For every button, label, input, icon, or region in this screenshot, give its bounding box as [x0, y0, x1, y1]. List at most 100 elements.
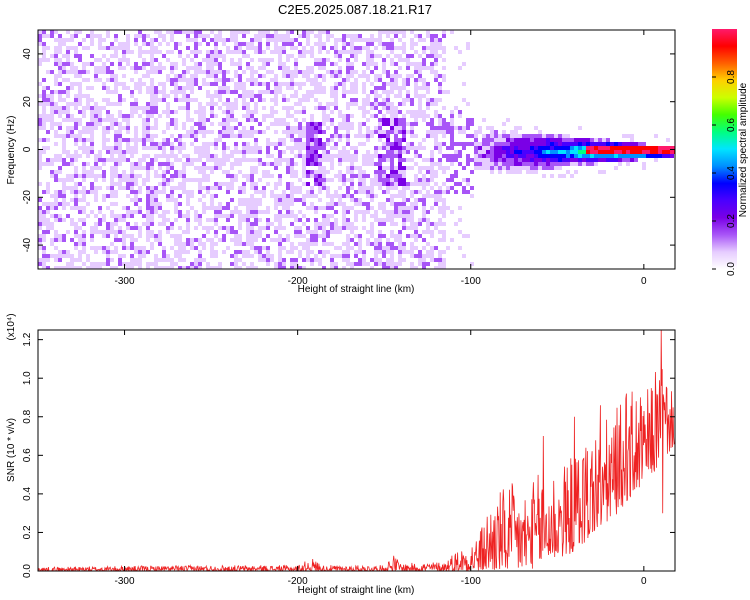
heatmap-cell [50, 214, 54, 218]
heatmap-cell [382, 222, 386, 226]
heatmap-cell [102, 230, 106, 234]
heatmap-cell [406, 226, 410, 230]
heatmap-cell [86, 78, 90, 82]
heatmap-cell [310, 54, 314, 58]
heatmap-cell [254, 230, 258, 234]
heatmap-cell [202, 118, 206, 122]
heatmap-cell [222, 70, 226, 74]
heatmap-cell [98, 66, 102, 70]
heatmap-cell [118, 146, 122, 150]
heatmap-cell [286, 194, 290, 198]
heatmap-cell [358, 198, 362, 202]
heatmap-cell [150, 94, 154, 98]
heatmap-cell [342, 38, 346, 42]
heatmap-cell [250, 266, 254, 269]
heatmap-cell [138, 34, 142, 38]
heatmap-cell [326, 94, 330, 98]
heatmap-cell [206, 46, 210, 50]
heatmap-cell [134, 250, 138, 254]
heatmap-cell [486, 126, 490, 130]
heatmap-cell [158, 222, 162, 226]
heatmap-cell [310, 110, 314, 114]
heatmap-cell [66, 54, 70, 58]
heatmap-cell [102, 262, 106, 266]
heatmap-cell [278, 242, 282, 246]
heatmap-cell [458, 246, 462, 250]
heatmap-cell [194, 190, 198, 194]
heatmap-cell [390, 162, 394, 166]
heatmap-cell [558, 146, 562, 150]
heatmap-cell [286, 86, 290, 90]
heatmap-cell [150, 222, 154, 226]
heatmap-cell [242, 182, 246, 186]
heatmap-cell [306, 74, 310, 78]
y-tick-label: 0.6 [22, 448, 33, 462]
heatmap-cell [202, 238, 206, 242]
heatmap-cell [286, 258, 290, 262]
heatmap-cell [546, 166, 550, 170]
heatmap-cell [414, 154, 418, 158]
heatmap-cell [330, 242, 334, 246]
heatmap-cell [378, 94, 382, 98]
heatmap-cell [362, 50, 366, 54]
heatmap-cell [62, 202, 66, 206]
heatmap-cell [442, 38, 446, 42]
heatmap-cell [490, 158, 494, 162]
heatmap-cell [346, 170, 350, 174]
heatmap-cell [302, 170, 306, 174]
heatmap-cell [358, 190, 362, 194]
heatmap-cell [442, 198, 446, 202]
heatmap-cell [234, 146, 238, 150]
heatmap-cell [642, 142, 646, 146]
heatmap-cell [334, 98, 338, 102]
heatmap-cell [42, 254, 46, 258]
heatmap-cell [46, 34, 50, 38]
heatmap-cell [314, 242, 318, 246]
heatmap-cell [238, 106, 242, 110]
heatmap-cell [310, 198, 314, 202]
heatmap-cell [386, 66, 390, 70]
heatmap-cell [398, 250, 402, 254]
heatmap-cell [254, 106, 258, 110]
heatmap-cell [286, 234, 290, 238]
heatmap-cell [290, 186, 294, 190]
heatmap-cell [142, 82, 146, 86]
heatmap-cell [394, 54, 398, 58]
heatmap-cell [458, 126, 462, 130]
heatmap-cell [350, 198, 354, 202]
heatmap-cell [278, 38, 282, 42]
heatmap-cell [422, 266, 426, 269]
heatmap-cell [262, 118, 266, 122]
heatmap-cell [414, 234, 418, 238]
heatmap-cell [326, 178, 330, 182]
heatmap-cell [214, 154, 218, 158]
heatmap-cell [378, 102, 382, 106]
heatmap-cell [110, 266, 114, 269]
heatmap-cell [38, 238, 42, 242]
heatmap-cell [462, 254, 466, 258]
heatmap-cell [582, 162, 586, 166]
heatmap-cell [286, 214, 290, 218]
heatmap-cell [106, 130, 110, 134]
heatmap-cell [58, 158, 62, 162]
heatmap-cell [282, 130, 286, 134]
heatmap-cell [662, 150, 666, 154]
heatmap-cell [474, 126, 478, 130]
heatmap-cell [294, 162, 298, 166]
heatmap-cell [338, 38, 342, 42]
heatmap-cell [354, 34, 358, 38]
heatmap-cell [198, 166, 202, 170]
heatmap-cell [306, 238, 310, 242]
heatmap-cell [438, 174, 442, 178]
heatmap-cell [310, 30, 314, 34]
heatmap-cell [582, 138, 586, 142]
heatmap-cell [354, 242, 358, 246]
heatmap-cell [102, 178, 106, 182]
heatmap-cell [86, 130, 90, 134]
heatmap-cell [150, 134, 154, 138]
heatmap-cell [250, 42, 254, 46]
heatmap-cell [414, 242, 418, 246]
heatmap-cell [342, 126, 346, 130]
heatmap-cell [210, 210, 214, 214]
heatmap-cell [190, 70, 194, 74]
